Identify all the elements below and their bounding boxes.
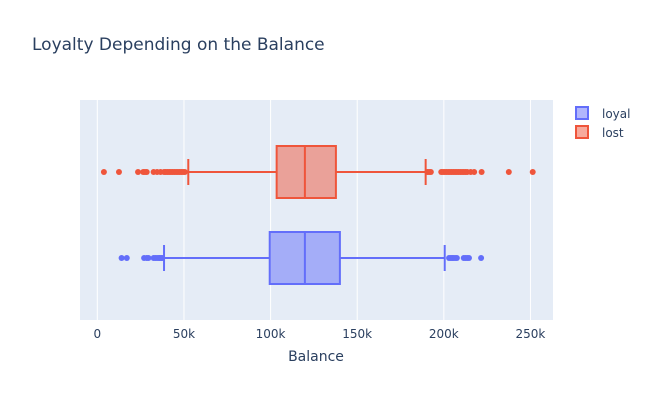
outlier-point <box>505 169 512 175</box>
box-iqr <box>275 145 337 199</box>
outlier-point <box>471 169 478 175</box>
outlier-point <box>465 255 472 261</box>
x-tick-label: 150k <box>342 327 372 341</box>
box-series <box>100 145 536 285</box>
grid-lines <box>96 100 531 320</box>
outlier-point <box>143 169 150 175</box>
outlier-point <box>159 255 166 261</box>
outlier-point <box>123 255 130 261</box>
outlier-point <box>478 169 485 175</box>
outlier-point <box>100 169 107 175</box>
legend-swatch-lost <box>575 125 589 139</box>
x-tick-label: 0 <box>94 327 102 341</box>
outlier-point <box>453 255 460 261</box>
box-loyal <box>118 231 485 285</box>
legend-swatch-loyal <box>575 106 589 120</box>
box-lost <box>100 145 536 199</box>
plot-area <box>80 100 553 320</box>
outlier-point <box>529 169 536 175</box>
legend-label-loyal: loyal <box>602 107 630 121</box>
outlier-point <box>181 169 188 175</box>
x-tick-label: 50k <box>173 327 195 341</box>
outlier-point <box>115 169 122 175</box>
legend: loyal lost <box>575 106 630 140</box>
legend-label-lost: lost <box>602 126 624 140</box>
x-tick-label: 250k <box>516 327 546 341</box>
outlier-point <box>145 255 152 261</box>
outlier-point <box>478 255 485 261</box>
chart-title: Loyalty Depending on the Balance <box>32 35 325 55</box>
x-tick-label: 200k <box>429 327 459 341</box>
outlier-point <box>118 255 125 261</box>
x-tick-label: 100k <box>256 327 286 341</box>
x-axis-ticks: 0 50k 100k 150k 200k 250k <box>94 327 546 341</box>
outlier-point <box>427 169 434 175</box>
x-axis-title: Balance <box>288 349 344 365</box>
outlier-point <box>135 169 142 175</box>
